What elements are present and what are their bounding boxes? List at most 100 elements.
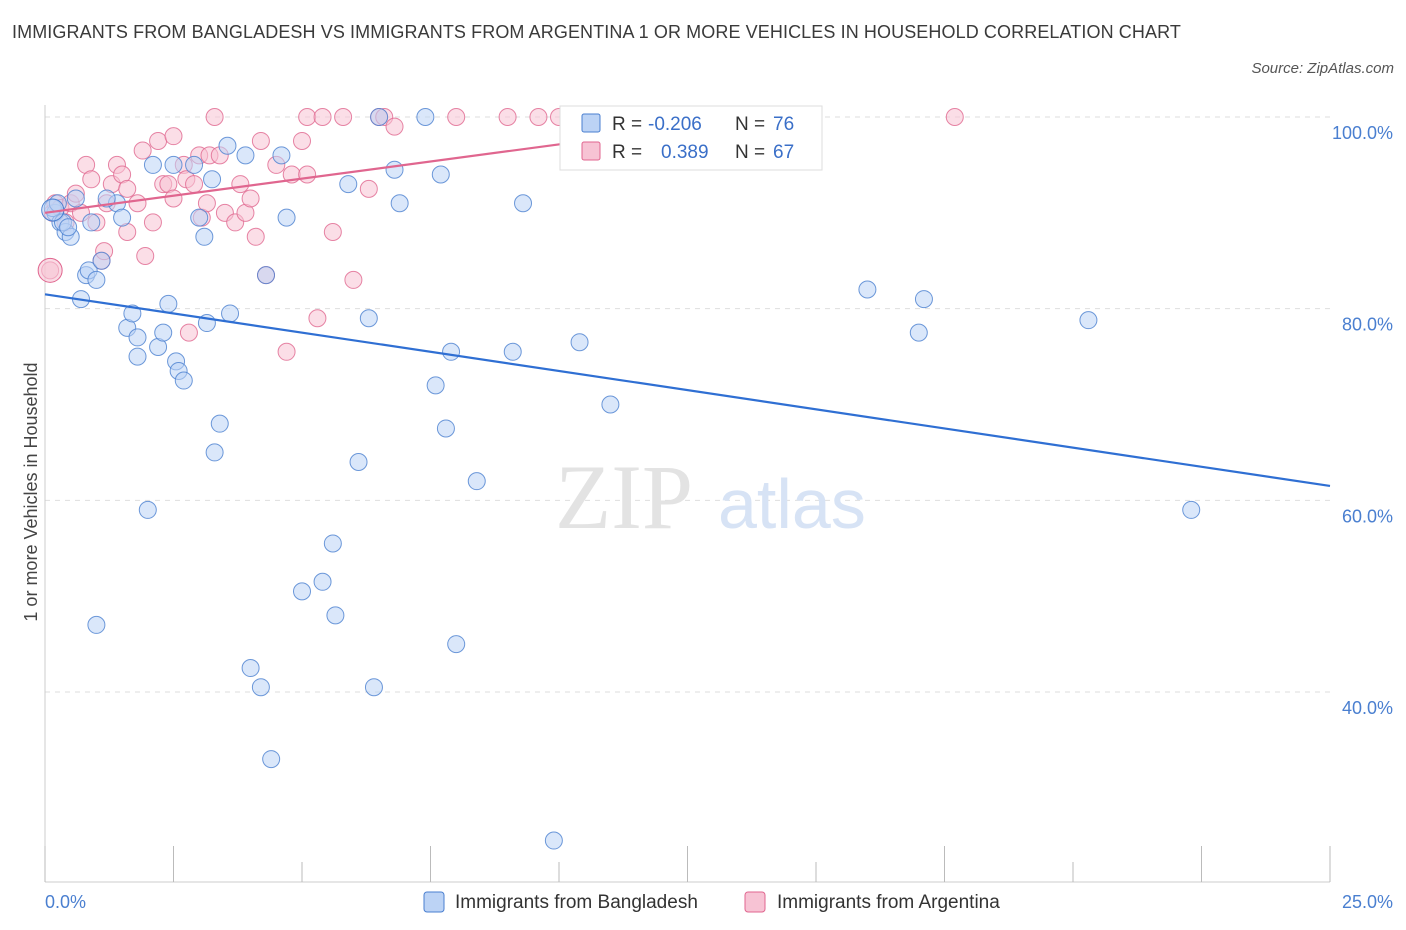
bangladesh-point [503,342,522,361]
argentina-point [246,227,265,246]
argentina-point [298,165,317,184]
y-tick-label: 100.0% [1332,123,1393,143]
argentina-point [197,194,216,213]
bangladesh-point [447,635,466,654]
stats-pink-n-value: 67 [773,142,794,163]
argentina-point [447,108,466,126]
argentina-point [293,131,311,150]
bangladesh-point [218,136,237,155]
bangladesh-point [97,189,116,208]
argentina-point [945,108,964,126]
bangladesh-point [92,251,111,270]
legend-label-argentina: Immigrants from Argentina [777,892,1000,913]
y-tick-label: 60.0% [1342,506,1393,526]
argentina-point [164,189,183,208]
bangladesh-point [174,371,193,390]
stats-swatch-pink [581,141,601,161]
bangladesh-point [416,108,435,126]
bangladesh-point [293,582,311,601]
bangladesh-point [370,108,389,126]
argentina-point [344,270,363,289]
bangladesh-point [82,213,101,232]
stats-pink-r-value: 0.389 [661,142,709,163]
stats-blue-r-label: R = [612,114,642,135]
argentina-point [149,131,168,150]
series-argentina [37,108,964,361]
argentina-point [143,213,162,232]
axes [44,105,1331,883]
y-tick-label: 40.0% [1342,698,1393,718]
bangladesh-point [426,376,445,395]
stats-pink-r-label: R = [612,142,642,163]
bangladesh-point [909,323,928,342]
argentina-point [118,179,137,198]
series-bangladesh [41,108,1201,850]
stats-box-frame [559,105,823,171]
bangladesh-point [195,227,214,246]
argentina-point [164,127,183,146]
argentina-point [334,108,353,126]
bangladesh-point [385,160,404,179]
x-tick-label: 25.0% [1342,892,1393,912]
legend: Immigrants from Bangladesh Immigrants fr… [423,891,1000,913]
bangladesh-point [128,347,147,366]
bangladesh-point [601,395,620,414]
legend-label-bangladesh: Immigrants from Bangladesh [455,892,698,913]
trend-line-bangladesh [44,293,1331,488]
y-tick-label: 80.0% [1342,315,1393,335]
grid-lines [45,116,1330,693]
bangladesh-point [210,414,229,433]
argentina-point [323,223,342,241]
argentina-point [298,108,317,126]
bangladesh-point [442,342,461,361]
watermark: ZIP atlas [555,446,866,548]
trend-lines [44,115,1331,488]
bangladesh-point [1079,311,1098,330]
bangladesh-point [326,606,345,625]
argentina-point [205,108,224,126]
argentina-point [313,108,332,126]
bangladesh-point [66,189,85,208]
argentina-point [136,246,155,265]
bangladesh-point [59,218,78,237]
argentina-point [529,108,548,126]
bangladesh-point [514,194,533,213]
bangladesh-point [858,280,877,299]
tick-labels: 100.0% 80.0% 60.0% 40.0% 0.0% 25.0% [45,123,1393,912]
bangladesh-point [431,165,450,184]
bangladesh-point [1182,500,1201,519]
bangladesh-point [236,146,255,165]
watermark-atlas: atlas [718,465,866,543]
legend-swatch-argentina [744,891,766,913]
watermark-zip: ZIP [555,446,693,548]
stats-blue-n-value: 76 [773,114,794,135]
bangladesh-point [349,453,368,471]
stats-pink-n-label: N = [735,142,765,163]
bangladesh-point [128,328,147,347]
argentina-point [82,170,101,189]
bangladesh-point [277,208,296,227]
bangladesh-point [323,534,342,553]
argentina-point [241,189,260,208]
argentina-point [385,117,404,136]
argentina-point [498,108,517,126]
argentina-point [251,131,270,150]
bangladesh-point [914,290,933,309]
source-label: Source: ZipAtlas.com [1251,60,1394,77]
argentina-point [179,323,198,342]
bangladesh-point [159,294,178,313]
argentina-point [37,257,63,283]
bangladesh-point [185,155,204,174]
bangladesh-point [251,678,270,697]
bangladesh-point [364,678,383,697]
bangladesh-point [241,659,260,678]
bangladesh-point [339,175,358,194]
argentina-point [277,342,296,361]
bangladesh-point [113,208,132,227]
argentina-point [231,175,250,194]
bangladesh-point [272,146,291,165]
argentina-point [133,141,152,160]
bangladesh-point [87,615,106,634]
bangladesh-point [221,304,240,323]
